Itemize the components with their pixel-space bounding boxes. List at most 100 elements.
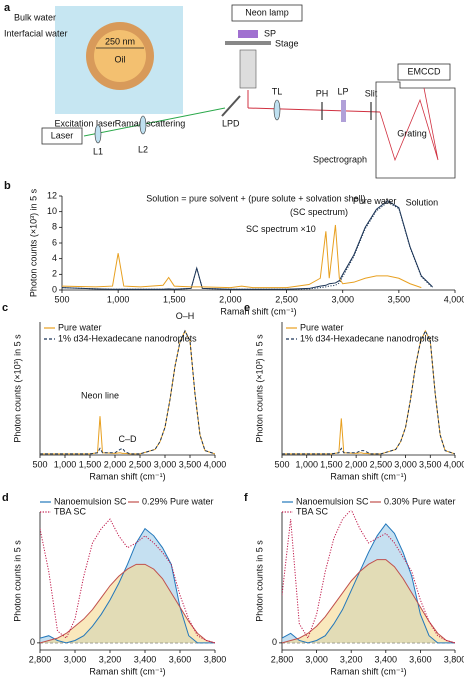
chart: c 500 1,000 1,500 2,000 2,500 3,000 3,500 4,000 R… [2,302,226,481]
x-tick-label: 2,500 [370,459,393,469]
y-tick-label: 8 [52,222,57,232]
x-axis-label: Raman shift (cm⁻¹) [89,471,165,481]
x-tick-label: 1,000 [107,294,130,304]
legend-label: TBA SC [54,506,87,516]
x-tick-label: 2,800 [29,654,52,664]
series-line [40,329,215,455]
x-tick-label: 3,500 [419,459,442,469]
x-axis-label: Raman shift (cm⁻¹) [330,471,406,481]
x-tick-label: 1,500 [320,459,343,469]
tl-label: TL [272,86,283,96]
panel-label: a [4,2,11,14]
x-tick-label: 1,500 [163,294,186,304]
lpd-label: LPD [222,118,240,128]
series-line [62,200,433,290]
legend-label: 0.29% Pure water [142,496,214,506]
y-tick-label: 10 [47,206,57,216]
x-tick-label: 2,000 [104,459,127,469]
y-axis-label: Photon counts (×10³) in 5 s [28,188,38,297]
series-line [62,224,422,289]
y-axis-label: Photon counts in 5 s [12,540,22,622]
legend-label: Nanoemulsion SC [296,496,369,506]
x-tick-label: 3,000 [331,294,354,304]
mirror-lpd [221,95,241,117]
x-tick-label: 3,000 [64,654,87,664]
y-tick-label: 2 [52,269,57,279]
chart: b 500 1,000 1,500 2,000 2,500 3,000 3,500 4,000 0… [4,180,464,316]
x-tick-label: 1,500 [79,459,102,469]
legend-label: Pure water [353,196,397,206]
chart: f 2,800 3,000 3,200 3,400 3,600 3,800 0 Raman sh… [244,492,464,676]
oil-label: Oil [115,54,126,64]
x-tick-label: 4,000 [444,459,464,469]
neon-lamp-box [231,4,303,22]
excitation-label: Excitation laser [54,118,115,128]
lens [273,99,281,121]
annotation: (SC spectrum) [290,207,348,217]
x-axis-label: Raman shift (cm⁻¹) [89,666,165,676]
series-line [282,329,455,455]
x-tick-label: 2,000 [219,294,242,304]
slit-label: Slit [365,88,378,98]
neon-lamp-label: Neon lamp [245,7,289,17]
series-line [282,329,455,455]
x-tick-label: 4,000 [444,294,464,304]
series-line [40,563,215,644]
beam [247,107,381,113]
oil-droplet [94,30,146,82]
x-tick-label: 3,800 [204,654,227,664]
y-tick-label: 0 [30,637,35,647]
x-tick-label: 3,800 [444,654,464,664]
series-line [282,523,455,644]
stage-plate [225,41,271,45]
spectrograph-label: Spectrograph [313,154,367,164]
x-tick-label: 3,200 [99,654,122,664]
x-tick-label: 2,000 [345,459,368,469]
filter-sp [238,30,258,38]
interfacial-water-label: Interfacial water [4,28,68,38]
x-tick-label: 3,000 [154,459,177,469]
bulk-water-label: Bulk water [14,12,56,22]
area [40,564,215,643]
x-tick-label: 3,600 [409,654,432,664]
spectrograph-box [375,81,456,179]
chart: d 2,800 3,000 3,200 3,400 3,600 3,800 0 Raman sh… [2,492,226,676]
legend-label: Pure water [58,322,102,332]
chart: e 500 1,000 1,500 2,000 2,500 3,000 3,500 4,000 R… [244,302,464,481]
series-line [282,510,455,644]
x-tick-label: 500 [32,459,47,469]
beam [83,107,226,137]
panel-label: c [2,302,8,314]
legend-label: 1% d34-Hexadecane nanodroplets [58,333,197,343]
beam [379,87,439,162]
x-tick-label: 3,200 [340,654,363,664]
y-axis-label: Photon counts (×10³) in 5 s [12,334,22,443]
x-tick-label: 3,400 [134,654,157,664]
panel-label: e [244,302,250,314]
filter-lp [341,100,346,122]
objective [239,49,257,89]
x-tick-label: 3,400 [375,654,398,664]
series-line [40,527,215,644]
annotation: C–D [118,434,137,444]
x-tick-label: 3,000 [394,459,417,469]
x-tick-label: 3,600 [169,654,192,664]
lens [94,124,102,144]
lens [139,115,147,135]
x-tick-label: 2,800 [271,654,294,664]
stage-label: Stage [275,38,299,48]
legend-label: 1% d34-Hexadecane nanodroplets [300,333,439,343]
grating-label: Grating [397,128,427,138]
x-tick-label: 2,500 [129,459,152,469]
y-tick-label: 6 [52,237,57,247]
y-tick-label: 0 [272,637,277,647]
y-tick-label: 4 [52,253,57,263]
annotation: O–H [176,311,195,321]
legend-label: SC spectrum ×10 [246,224,316,234]
annotation: Solution = pure solvent + (pure solute +… [146,194,365,204]
x-axis-label: Raman shift (cm⁻¹) [330,666,406,676]
panel-label: b [4,180,11,192]
ph-label: PH [316,88,329,98]
y-tick-label: 0 [52,284,57,294]
